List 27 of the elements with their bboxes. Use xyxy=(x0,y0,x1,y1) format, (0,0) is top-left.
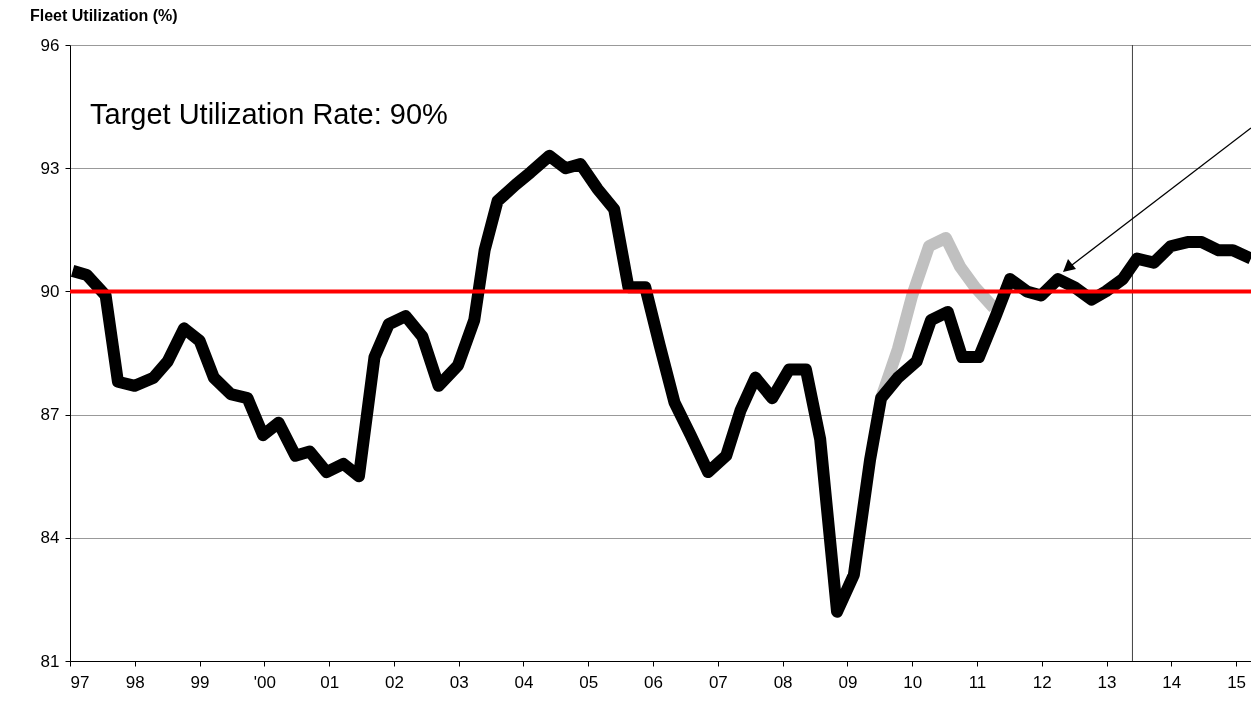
x-tick-label: 09 xyxy=(838,672,858,692)
x-tick-label: 04 xyxy=(514,672,534,692)
x-tick-label: 98 xyxy=(125,672,145,692)
x-tick-label: 08 xyxy=(773,672,793,692)
x-tick-label: '00 xyxy=(253,672,276,692)
annotation: Target Utilization Rate: 90% xyxy=(90,98,448,130)
x-tick-label: 97 xyxy=(70,672,90,692)
y-tick-label: 84 xyxy=(40,528,60,548)
x-tick-label: 06 xyxy=(644,672,664,692)
y-tick-label: 87 xyxy=(40,405,60,425)
x-tick-label: 13 xyxy=(1097,672,1117,692)
x-tick-label: 07 xyxy=(708,672,728,692)
x-tick-label: 12 xyxy=(1032,672,1052,692)
y-tick-label: 96 xyxy=(40,35,60,55)
x-tick-label: 03 xyxy=(449,672,469,692)
x-tick-label: 05 xyxy=(579,672,599,692)
x-tick-label: 99 xyxy=(190,672,210,692)
y-tick-label: 93 xyxy=(40,158,60,178)
x-tick-label: 01 xyxy=(320,672,340,692)
x-tick-label: 14 xyxy=(1162,672,1182,692)
x-tick-label: 02 xyxy=(384,672,404,692)
x-tick-label: 10 xyxy=(903,672,923,692)
x-tick-label: 11 xyxy=(968,672,987,692)
chart-title: Fleet Utilization (%) xyxy=(30,7,178,24)
x-tick-label: 15 xyxy=(1227,672,1247,692)
y-tick-label: 81 xyxy=(40,651,60,671)
y-tick-label: 90 xyxy=(40,281,60,301)
